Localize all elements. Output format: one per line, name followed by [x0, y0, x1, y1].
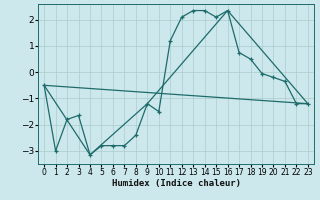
X-axis label: Humidex (Indice chaleur): Humidex (Indice chaleur) — [111, 179, 241, 188]
